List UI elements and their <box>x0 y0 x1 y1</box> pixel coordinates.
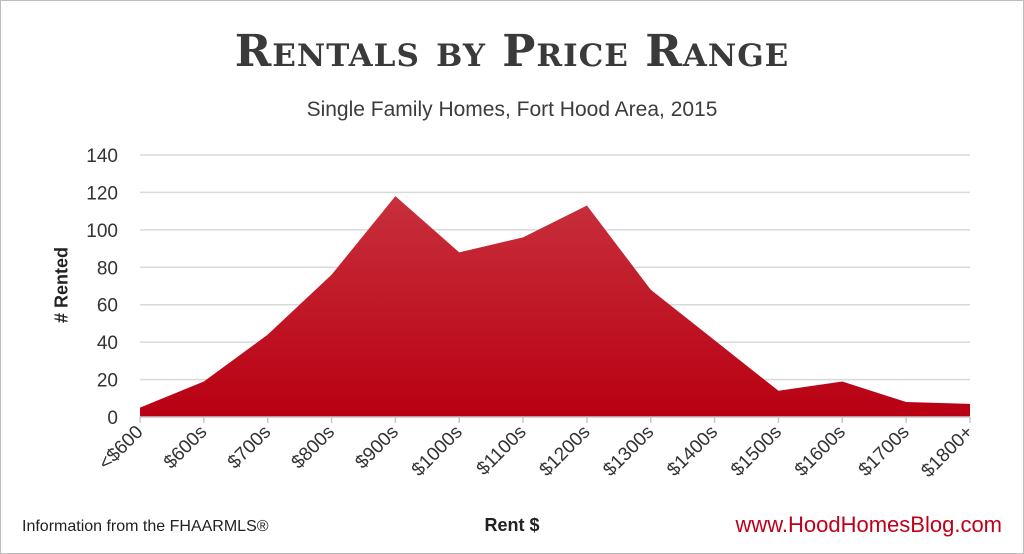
x-tick-label: $1600s <box>791 422 850 481</box>
x-tick-label: <$600 <box>95 422 148 475</box>
x-tick-label: $1000s <box>408 422 467 481</box>
x-axis <box>139 416 971 423</box>
y-tick-label: 0 <box>107 408 118 429</box>
x-tick-label: $600s <box>160 422 211 473</box>
y-tick-label: 100 <box>86 221 118 242</box>
website-link[interactable]: www.HoodHomesBlog.com <box>735 512 1002 537</box>
x-tick-label: $1800+ <box>917 422 977 482</box>
x-tick-label: $1500s <box>727 422 786 481</box>
x-tick-label: $1300s <box>599 422 658 481</box>
x-tick-label: $1200s <box>536 422 595 481</box>
x-tick-label: $700s <box>224 422 275 473</box>
x-axis-ticks: <$600 $600s $700s $800s $900s $1000s $1100s $12… <box>95 422 978 482</box>
y-tick-label: 20 <box>97 371 118 392</box>
x-tick-label: $1700s <box>855 422 914 481</box>
x-tick-label: $800s <box>288 422 339 473</box>
source-note: Information from the FHAARMLS® <box>22 518 269 535</box>
y-tick-label: 120 <box>86 183 118 204</box>
y-tick-label: 60 <box>97 296 118 317</box>
y-tick-label: 140 <box>86 146 118 167</box>
area-series <box>140 196 970 417</box>
chart-subtitle: Single Family Homes, Fort Hood Area, 201… <box>306 98 718 121</box>
x-tick-label: $1100s <box>473 422 531 480</box>
chart-title: Rentals by Price Range <box>234 26 790 77</box>
y-tick-label: 40 <box>97 333 118 354</box>
y-axis-label: # Rented <box>51 246 72 324</box>
x-tick-label: $900s <box>351 422 402 473</box>
x-axis-label: Rent $ <box>484 515 540 535</box>
y-tick-label: 80 <box>97 258 118 279</box>
area-fill <box>140 196 970 417</box>
x-tick-label: $1400s <box>663 422 722 481</box>
y-axis-ticks: 0 20 40 60 80 100 120 140 <box>86 146 118 429</box>
